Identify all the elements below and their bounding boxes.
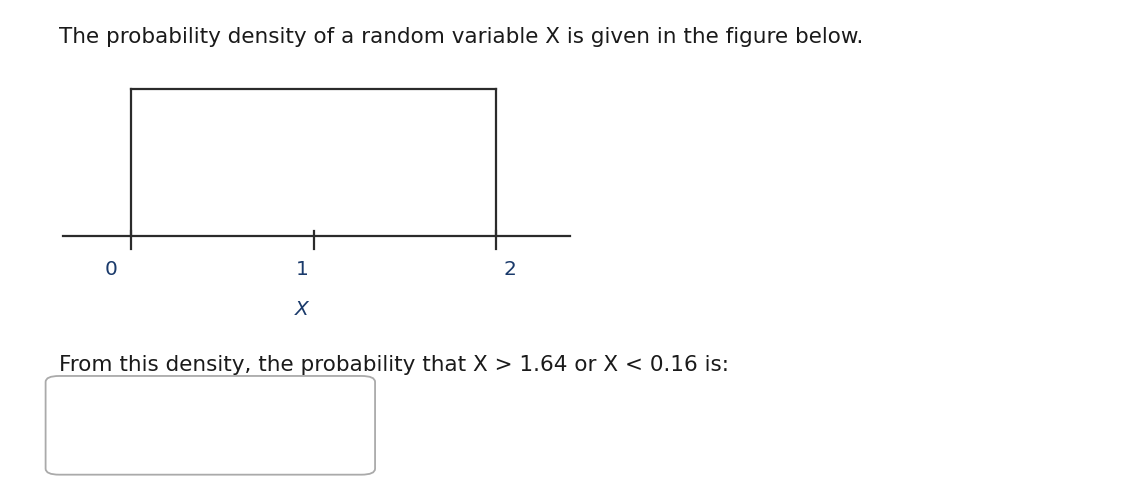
- FancyBboxPatch shape: [46, 376, 375, 475]
- Text: $X$: $X$: [294, 300, 310, 319]
- Text: 2: 2: [503, 260, 516, 279]
- Text: From this density, the probability that X > 1.64 or X < 0.16 is:: From this density, the probability that …: [59, 355, 730, 374]
- Text: The probability density of a random variable X is given in the figure below.: The probability density of a random vari…: [59, 27, 864, 47]
- Text: 0: 0: [104, 260, 117, 279]
- Text: 1: 1: [295, 260, 309, 279]
